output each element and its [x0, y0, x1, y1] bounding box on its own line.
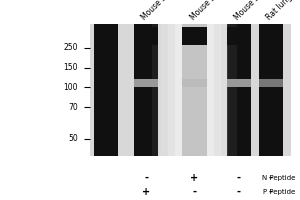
- Bar: [227, 24, 251, 156]
- Text: -: -: [269, 173, 273, 183]
- Text: Mouse spleen: Mouse spleen: [140, 0, 183, 22]
- Bar: [182, 24, 207, 156]
- Bar: [182, 24, 207, 156]
- Text: 100: 100: [64, 83, 78, 92]
- Text: -: -: [237, 187, 241, 197]
- Bar: [259, 79, 283, 87]
- Text: 50: 50: [68, 134, 78, 143]
- Text: Rat lung: Rat lung: [265, 0, 294, 22]
- Text: -: -: [144, 173, 148, 183]
- Text: P Peptide: P Peptide: [263, 189, 296, 195]
- Bar: [168, 24, 221, 156]
- Bar: [94, 24, 118, 156]
- Bar: [134, 24, 158, 156]
- Text: 70: 70: [68, 103, 78, 112]
- Text: -: -: [269, 187, 273, 197]
- Bar: [259, 24, 283, 156]
- Bar: [227, 27, 251, 45]
- Bar: [152, 24, 237, 156]
- Bar: [161, 24, 228, 156]
- Text: +: +: [142, 187, 150, 197]
- Text: -: -: [193, 187, 196, 197]
- Bar: [134, 27, 158, 45]
- Bar: [182, 27, 207, 45]
- Text: +: +: [190, 173, 199, 183]
- Bar: [175, 24, 214, 156]
- Text: 250: 250: [64, 43, 78, 52]
- Bar: [182, 79, 207, 87]
- Bar: [259, 27, 283, 45]
- Text: -: -: [237, 173, 241, 183]
- Bar: [90, 24, 291, 156]
- Bar: [94, 27, 118, 45]
- Bar: [134, 79, 158, 87]
- Text: Mouse spleen: Mouse spleen: [188, 0, 232, 22]
- Bar: [227, 79, 251, 87]
- Text: N Peptide: N Peptide: [262, 175, 296, 181]
- Text: 150: 150: [64, 63, 78, 72]
- Text: Mouse spleen: Mouse spleen: [232, 0, 276, 22]
